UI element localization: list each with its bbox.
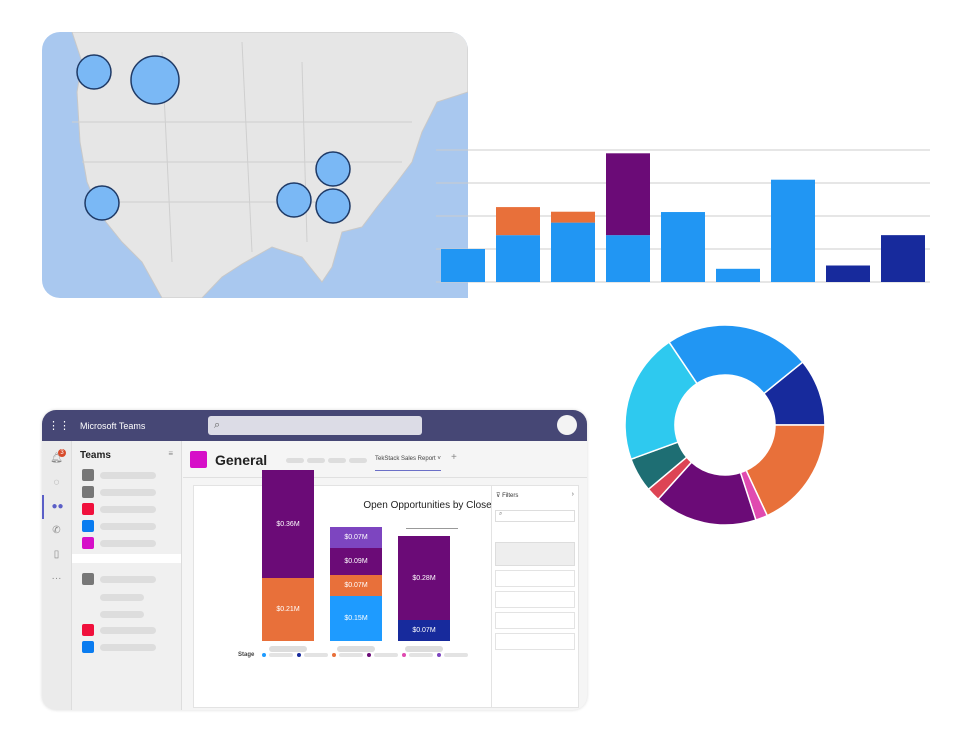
chat-icon[interactable]: ◌ [53, 477, 60, 488]
bar-segment-label: $0.15M [330, 596, 382, 641]
map-bubble[interactable] [76, 54, 112, 90]
tab-tekstack-sales-report[interactable]: TekStack Sales Report ˅ [375, 456, 441, 471]
notification-badge: 3 [58, 449, 66, 457]
bar-segment [661, 212, 705, 282]
team-avatar [82, 520, 94, 532]
team-item[interactable] [100, 506, 156, 513]
filter-search-input[interactable]: ⌕ [495, 510, 575, 522]
avatar[interactable] [557, 415, 577, 435]
channel-avatar [190, 451, 207, 468]
sidebar-title: Teams [80, 450, 111, 461]
map-bubble[interactable] [130, 55, 180, 105]
channel-name: General [215, 452, 268, 468]
app-title: Microsoft Teams [80, 420, 146, 431]
team-avatar [82, 537, 94, 549]
app-launcher-icon[interactable]: ⋮⋮ [48, 420, 70, 432]
report-title: Open Opportunities by Close Date [363, 500, 516, 511]
bubble-map[interactable] [42, 32, 468, 298]
legend-dot [297, 653, 302, 657]
report-bar[interactable]: $0.15M $0.07M $0.09M $0.07M [330, 526, 382, 641]
bar-segment-label: $0.09M [330, 548, 382, 575]
team-item[interactable] [100, 523, 156, 530]
map-bubble[interactable] [84, 185, 120, 221]
filter-card[interactable] [495, 633, 575, 650]
team-avatar [82, 503, 94, 515]
team-item[interactable] [100, 472, 156, 479]
legend-dot [437, 653, 442, 657]
team-avatar [82, 624, 94, 636]
filter-card[interactable] [495, 570, 575, 587]
bar-segment-label: $0.07M [330, 575, 382, 596]
team-item[interactable] [100, 594, 144, 601]
team-avatar [82, 573, 94, 585]
borders [72, 41, 412, 263]
channel-area: General TekStack Sales Report ˅ + Open O… [183, 441, 587, 710]
search-input[interactable]: ⌕ [208, 416, 422, 435]
bar-segment-label: $0.28M [398, 536, 450, 620]
map-bubble[interactable] [276, 182, 312, 218]
bar-segment [551, 211, 595, 223]
filter-card[interactable] [495, 542, 575, 566]
team-item[interactable] [100, 611, 144, 618]
legend-dot [402, 653, 407, 657]
team-item[interactable] [100, 576, 156, 583]
activity-icon[interactable]: 🔔︎ 3 [42, 447, 71, 471]
team-item[interactable] [100, 644, 156, 651]
legend-dot [332, 653, 337, 657]
bar-segment [441, 249, 485, 282]
donut-slice [668, 324, 804, 395]
bar-segment [881, 235, 925, 282]
bar-segment [496, 235, 540, 282]
map-bubble[interactable] [315, 188, 351, 224]
bar-segment [606, 235, 650, 282]
date-slider[interactable] [406, 528, 458, 529]
teams-icon[interactable]: ●● [42, 495, 71, 519]
bar-segment-label: $0.07M [330, 527, 382, 548]
bar-segment [551, 222, 595, 282]
teams-window: ⋮⋮ Microsoft Teams ⌕ 🔔︎ 3 ◌ ●● ✆ ▯ ··· Te… [42, 410, 587, 710]
app-rail: 🔔︎ 3 ◌ ●● ✆ ▯ ··· [42, 441, 72, 710]
filters-pane: ⊽ Filters › ⌕ [491, 485, 579, 708]
team-avatar [82, 486, 94, 498]
more-icon[interactable]: ··· [51, 573, 62, 584]
map-bubble[interactable] [315, 151, 351, 187]
team-item[interactable] [100, 627, 156, 634]
files-icon[interactable]: ▯ [53, 549, 60, 560]
filters-label: ⊽ Filters [496, 493, 519, 499]
calls-icon[interactable]: ✆ [52, 525, 61, 536]
donut-chart [624, 324, 826, 526]
bar-segment [716, 268, 760, 282]
stacked-bar-chart [436, 149, 930, 283]
filter-card[interactable] [495, 612, 575, 629]
bar-segment [826, 265, 870, 282]
team-avatar [82, 641, 94, 653]
report-bar[interactable]: $0.07M $0.28M [398, 526, 450, 641]
collapse-filters-icon[interactable]: › [571, 491, 574, 498]
report-bar[interactable]: $0.21M $0.36M [262, 470, 314, 641]
bar-segment [771, 179, 815, 282]
filter-icon[interactable]: ≡ [168, 449, 173, 458]
team-item[interactable] [100, 489, 156, 496]
bar-segment-label: $0.07M [398, 620, 450, 641]
legend-dot [262, 653, 267, 657]
team-avatar [82, 469, 94, 481]
add-tab-button[interactable]: + [451, 452, 457, 463]
team-item[interactable] [100, 540, 156, 547]
bar-segment-label: $0.36M [262, 470, 314, 578]
bar-segment [496, 207, 540, 236]
legend-dot [367, 653, 372, 657]
teams-sidebar: Teams ≡ [72, 441, 182, 710]
title-bar: ⋮⋮ Microsoft Teams ⌕ [42, 410, 587, 441]
filter-card[interactable] [495, 591, 575, 608]
bar-segment-label: $0.21M [262, 578, 314, 641]
legend-title: Stage [238, 652, 255, 658]
search-icon: ⌕ [214, 419, 221, 431]
bar-segment [606, 153, 650, 236]
